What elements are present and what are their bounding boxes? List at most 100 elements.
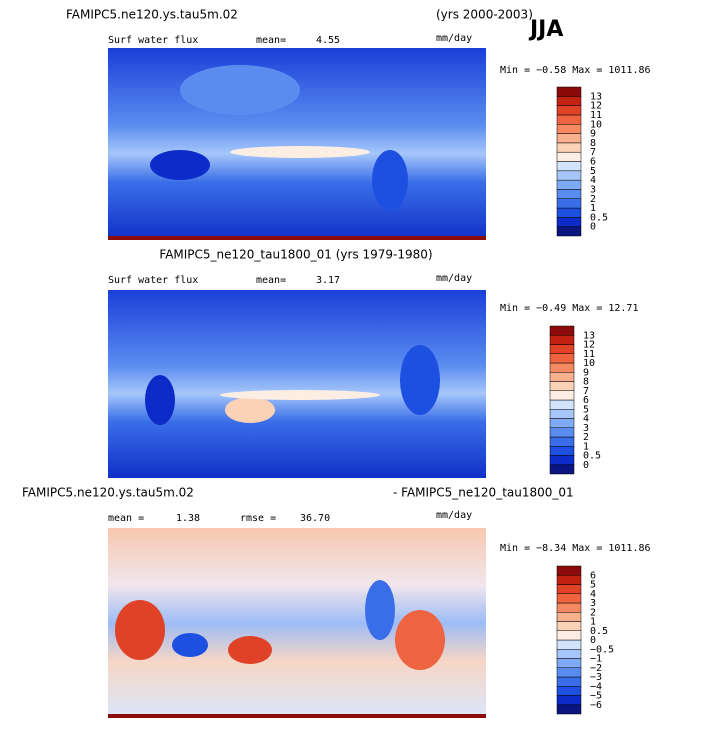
map [108,528,486,718]
colorbar-label: 0 [590,222,596,233]
colorbar-box [556,593,582,604]
mean-value: 3.17 [316,275,340,286]
colorbar-box [556,124,582,134]
colorbar-label: 0.5 [590,626,608,637]
colorbar-box [556,649,582,659]
colorbar-label: 10 [590,119,602,130]
map [108,290,486,478]
colorbar-label: 13 [590,91,602,102]
colorbar-label: 1 [590,203,596,214]
min-max: Min = −0.58 Max = 1011.86 [500,65,651,76]
colorbar-box [556,639,582,650]
units: mm/day [436,510,472,521]
colorbar-label: 4 [590,175,596,186]
colorbar-label: 2 [590,194,596,205]
colorbar-box [556,676,582,687]
mean-value: 4.55 [316,35,340,46]
colorbar-label: 3 [590,184,596,195]
colorbar-label: −2 [590,663,602,674]
season: JJA [528,17,563,42]
colorbar-label: 9 [590,129,596,140]
mean-label: mean= [256,275,286,286]
panel-years: (yrs 2000-2003) [436,8,533,22]
colorbar-box [556,189,582,199]
colorbar-box [556,161,582,172]
colorbar-box [549,446,575,456]
colorbar-box [556,151,582,162]
colorbar-label: 0.5 [583,451,601,462]
colorbar-label: 5 [590,580,596,591]
panel-title: FAMIPC5.ne120.ys.tau5m.02 [66,8,238,22]
colorbar-label: −5 [590,691,602,702]
panel-title: FAMIPC5.ne120.ys.tau5m.02 [22,486,194,500]
colorbar-box [556,602,582,613]
colorbar-box [556,667,582,678]
colorbar-label: 8 [590,138,596,149]
colorbar-box [549,353,575,364]
min-max: Min = −8.34 Max = 1011.86 [500,543,651,554]
colorbar-box [549,344,575,354]
variable: Surf water flux [108,35,198,46]
colorbar-box [549,372,575,382]
colorbar-box [556,207,582,218]
colorbar-label: 12 [590,101,602,112]
colorbar-label: 0 [590,635,596,646]
colorbar-box [556,96,582,106]
colorbar-box [556,686,582,696]
colorbar-label: 4 [590,589,596,600]
colorbar-label: −0.5 [590,644,614,655]
colorbar-box [556,704,582,715]
colorbar-box [549,362,575,373]
colorbar-box [556,114,582,125]
colorbar-label: 1 [583,441,589,452]
mean-label: mean= [256,35,286,46]
colorbar-label: 6 [590,157,596,168]
colorbar-box [556,575,582,585]
colorbar-label: 11 [583,349,595,360]
units: mm/day [436,273,472,284]
colorbar-label: 10 [583,358,595,369]
colorbar-box [549,399,575,410]
colorbar-box [549,418,575,428]
colorbar-label: −1 [590,654,602,665]
colorbar-label: 7 [590,147,596,158]
colorbar-label: 3 [583,423,589,434]
colorbar-label: 6 [590,570,596,581]
colorbar-label: 5 [590,166,596,177]
mean-label: mean = [108,513,144,524]
map [108,48,486,240]
colorbar-label: 0.5 [590,212,608,223]
colorbar-label: 1 [590,617,596,628]
variable: Surf water flux [108,275,198,286]
mean-value: 1.38 [176,513,200,524]
colorbar-label: 2 [583,432,589,443]
colorbar-box [549,390,575,401]
colorbar-box [549,325,575,336]
colorbar-label: −3 [590,672,602,683]
colorbar-label: −6 [590,700,602,711]
colorbar-label: 3 [590,598,596,609]
colorbar-box [556,226,582,237]
colorbar-label: 6 [583,395,589,406]
rmse-value: 36.70 [300,513,330,524]
colorbar-label: 0 [583,460,589,471]
colorbar-box [556,621,582,631]
colorbar-label: 5 [583,404,589,415]
colorbar-box [556,217,582,227]
colorbar-box [556,630,582,641]
colorbar-box [556,658,582,668]
units: mm/day [436,33,472,44]
colorbar-box [556,170,582,181]
colorbar-label: 9 [583,367,589,378]
rmse-label: rmse = [240,513,276,524]
colorbar-box [556,695,582,705]
colorbar-box [556,179,582,190]
colorbar-box [549,427,575,438]
colorbar-box [556,584,582,594]
colorbar-label: 13 [583,330,595,341]
colorbar-box [556,133,582,144]
colorbar-box [556,565,582,576]
colorbar-box [556,86,582,97]
colorbar-box [549,436,575,447]
